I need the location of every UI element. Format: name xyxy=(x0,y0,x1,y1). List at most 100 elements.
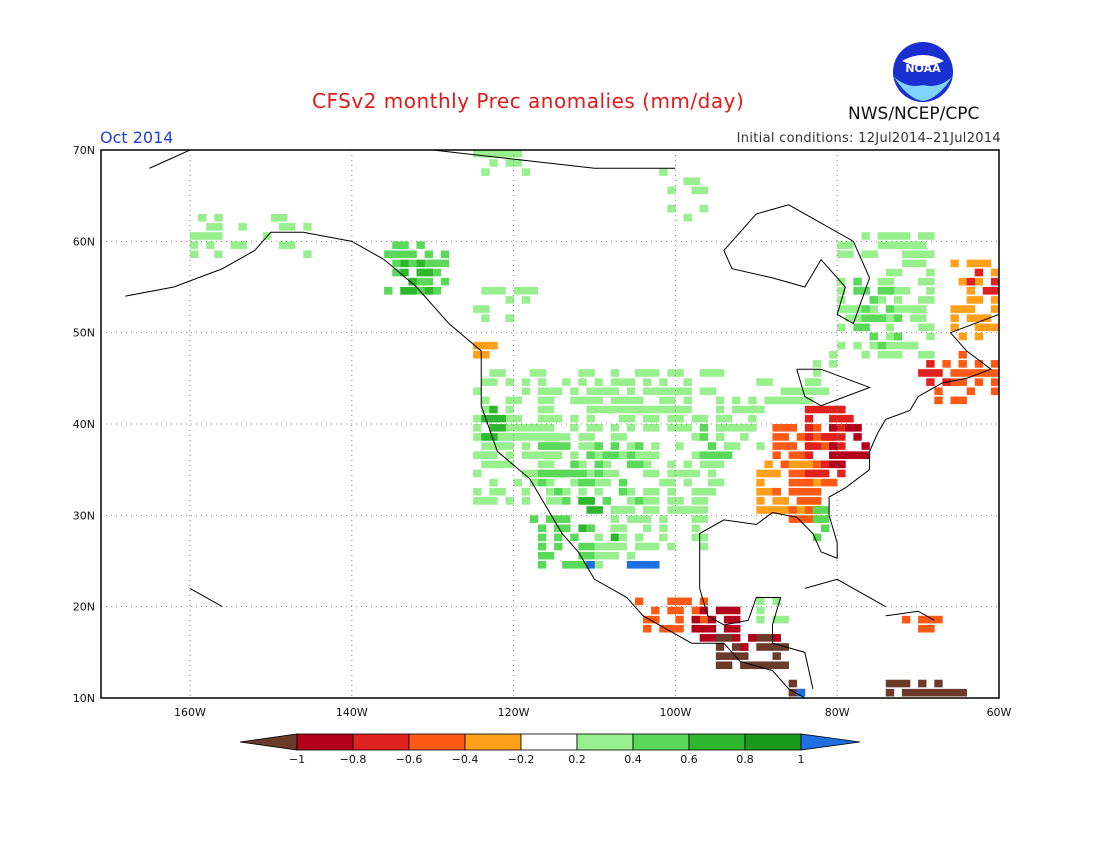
colorbar-label: 0.4 xyxy=(624,753,642,766)
anomaly-cell xyxy=(764,661,773,670)
colorbar-box xyxy=(576,733,634,751)
map-frame xyxy=(100,149,1000,699)
anomaly-cell xyxy=(643,451,652,459)
anomaly-cell xyxy=(643,387,652,396)
anomaly-cell xyxy=(667,204,676,213)
anomaly-cell xyxy=(918,241,927,249)
logo-text: NOAA xyxy=(905,62,941,75)
lat-tick-label: 70N xyxy=(73,144,95,157)
anomaly-cell xyxy=(756,597,765,606)
anomaly-cell xyxy=(303,250,312,259)
anomaly-cell xyxy=(901,259,911,268)
anomaly-cell xyxy=(780,433,789,441)
anomaly-cell xyxy=(926,624,935,633)
anomaly-cell xyxy=(780,460,789,469)
lon-tick-label: 60W xyxy=(987,706,1012,719)
anomaly-cell xyxy=(707,369,717,377)
anomaly-cell xyxy=(537,451,547,459)
anomaly-cell xyxy=(667,597,676,606)
anomaly-cell xyxy=(699,533,709,542)
anomaly-cell xyxy=(602,469,611,478)
anomaly-cell xyxy=(610,387,620,396)
atlantic-coastline xyxy=(699,313,999,559)
anomaly-cell xyxy=(837,451,846,459)
anomaly-cell xyxy=(278,213,288,222)
anomaly-cell xyxy=(877,277,887,286)
anomaly-cell xyxy=(764,460,773,469)
anomaly-cell xyxy=(643,542,652,551)
anomaly-cell xyxy=(950,378,959,386)
anomaly-cell xyxy=(853,277,862,286)
anomaly-cell xyxy=(966,287,976,295)
anomaly-cell xyxy=(691,414,700,423)
anomaly-cell xyxy=(918,305,927,313)
chart-title: CFSv2 monthly Prec anomalies (mm/day) xyxy=(312,89,745,113)
colorbar-high-arrow xyxy=(800,733,861,751)
anomaly-cell xyxy=(723,442,733,450)
anomaly-cell xyxy=(764,643,773,651)
colorbar-box xyxy=(408,733,466,751)
anomaly-cell xyxy=(699,515,709,523)
anomaly-cell xyxy=(918,314,927,322)
anomaly-cell xyxy=(958,396,967,405)
agency-label: NWS/NCEP/CPC xyxy=(848,104,980,124)
anomaly-cell xyxy=(869,296,878,304)
anomaly-cell xyxy=(699,387,709,396)
anomaly-cell xyxy=(804,396,814,405)
anomaly-cell xyxy=(643,487,652,496)
anomaly-cell xyxy=(788,469,798,478)
anomaly-cell xyxy=(578,396,587,405)
anomaly-cell xyxy=(489,341,498,350)
anomaly-cell xyxy=(554,524,563,533)
anomaly-cell xyxy=(578,487,587,496)
anomaly-cell xyxy=(715,424,725,432)
anomaly-cell xyxy=(990,387,999,396)
anomaly-cell xyxy=(432,259,442,268)
anomaly-cell xyxy=(651,405,660,414)
anomaly-cell xyxy=(982,323,992,332)
anomaly-cell xyxy=(974,259,984,268)
anomaly-cell xyxy=(554,469,563,478)
anomaly-cell xyxy=(651,506,660,514)
anomaly-cell xyxy=(545,405,555,414)
anomaly-cell xyxy=(974,360,984,368)
anomaly-cell xyxy=(950,369,959,377)
anomaly-cell xyxy=(796,387,806,396)
anomaly-cell xyxy=(740,424,749,432)
anomaly-cell xyxy=(926,296,935,304)
anomaly-cell xyxy=(651,387,660,396)
anomaly-cell xyxy=(821,515,830,523)
anomaly-cell xyxy=(901,232,911,240)
anomaly-cell xyxy=(796,451,806,459)
anomaly-cell xyxy=(926,232,935,240)
anomaly-cell xyxy=(853,341,862,350)
anomaly-cell xyxy=(594,451,603,459)
anomaly-cell xyxy=(804,506,814,514)
anomaly-cell xyxy=(675,405,684,414)
anomaly-cell xyxy=(400,268,409,277)
anomaly-cell xyxy=(804,515,814,523)
anomaly-cell xyxy=(529,515,539,523)
anomaly-cell xyxy=(845,250,854,259)
anomaly-cell xyxy=(715,606,725,615)
anomaly-cell xyxy=(853,451,862,459)
anomaly-cell xyxy=(578,551,587,560)
anomaly-cell xyxy=(610,424,620,432)
anomaly-cell xyxy=(659,405,668,414)
anomaly-cell xyxy=(942,688,951,697)
anomaly-cell xyxy=(545,551,555,560)
anomaly-cell xyxy=(545,433,555,441)
anomaly-cell xyxy=(699,369,709,377)
anomaly-cell xyxy=(602,405,611,414)
anomaly-cell xyxy=(198,232,207,240)
anomaly-cell xyxy=(699,186,709,195)
anomaly-cell xyxy=(804,378,814,386)
anomaly-cell xyxy=(885,305,895,313)
anomaly-cell xyxy=(610,469,620,478)
anomaly-cell xyxy=(885,241,895,249)
hispaniola xyxy=(885,610,935,621)
anomaly-cell xyxy=(683,213,692,222)
anomaly-cell xyxy=(505,378,514,386)
anomaly-cell xyxy=(651,424,660,432)
anomaly-cell xyxy=(715,451,725,459)
